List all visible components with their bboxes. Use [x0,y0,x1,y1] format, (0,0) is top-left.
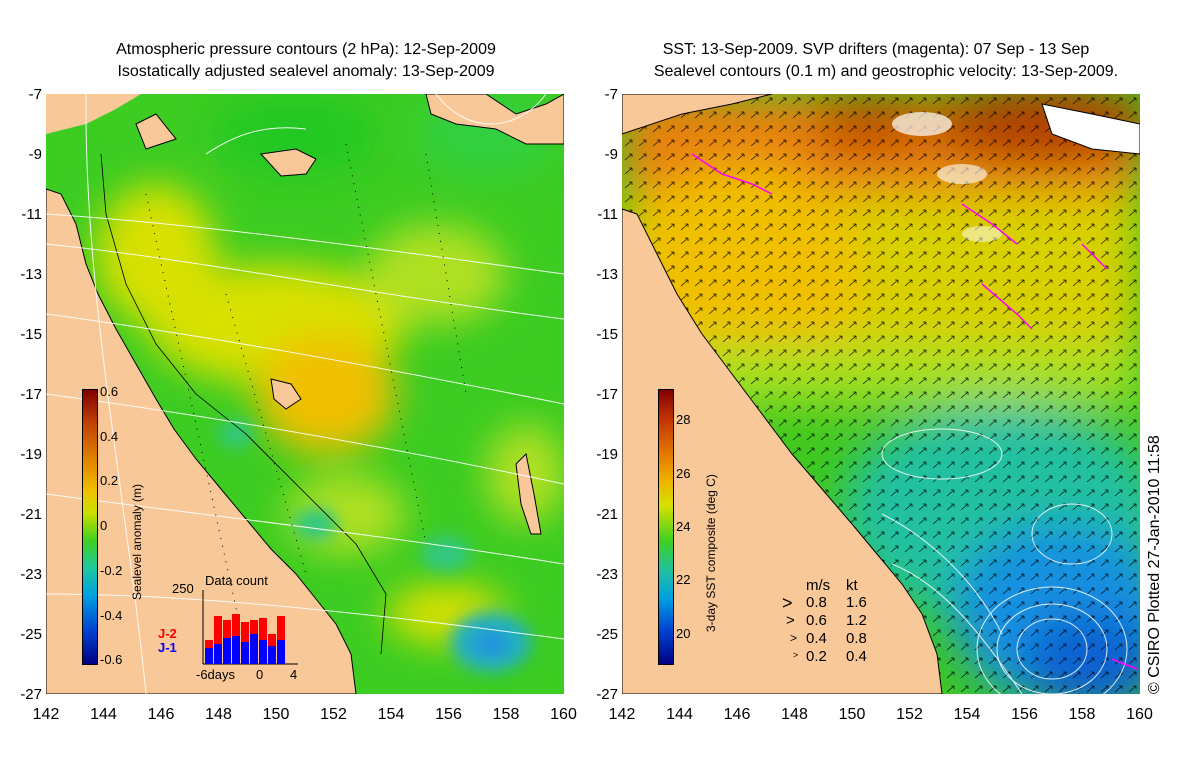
right-ytick-0: -7 [604,86,618,103]
sst-colorbar-label: 3-day SST composite (deg C) [704,474,718,632]
data-count-title: Data count [205,573,268,588]
left-map-panel [46,94,564,694]
left-xtick-3: 148 [205,706,232,723]
right-xtick-5: 152 [896,706,923,723]
right-ytick-1: -9 [604,146,618,163]
data-count-chart [202,590,298,665]
sst-cbar-tick-1: 28 [676,412,691,427]
left-title-line2: Isostatically adjusted sealevel anomaly:… [117,63,495,80]
left-xtick-7: 156 [435,706,462,723]
left-ytick-8: -23 [20,566,42,583]
legend-arrow-4: > [793,650,799,660]
data-count-ymax: 250 [172,581,194,596]
right-xtick-1: 144 [666,706,693,723]
coastline [46,94,564,694]
data-count-series1: J-2 [158,626,177,641]
svp-drifter-tracks [691,153,1138,670]
right-ytick-8: -23 [596,566,618,583]
right-xtick-7: 156 [1011,706,1038,723]
right-xtick-4: 150 [838,706,866,723]
sl-cbar-tick-3: 0.2 [100,473,119,488]
legend-header-kt: kt [846,577,858,594]
legend-ms-3: 0.4 [806,630,827,647]
legend-kt-2: 1.2 [846,612,867,629]
left-ytick-0: -7 [28,86,42,103]
legend-kt-1: 1.6 [846,594,867,611]
data-count-x1: -6days [196,667,236,682]
left-xtick-6: 154 [377,706,405,723]
left-xtick-1: 144 [90,706,117,723]
sl-cbar-tick-6: -0.4 [100,608,123,623]
legend-kt-3: 0.8 [846,630,867,647]
data-count-series2: J-1 [158,640,177,655]
ocean-field [46,94,564,694]
right-xtick-6: 154 [953,706,981,723]
right-map-panel [622,94,1140,694]
sst-cbar-tick-3: 24 [676,519,691,534]
left-ytick-1: -9 [28,146,42,163]
left-xtick-2: 146 [147,706,175,723]
right-xtick-3: 148 [781,706,808,723]
right-xtick-0: 142 [608,706,636,723]
sst-cbar-tick-5: 20 [676,626,691,641]
left-xtick-9: 160 [550,706,577,723]
right-title-line2: Sealevel contours (0.1 m) and geostrophi… [653,63,1119,80]
left-xtick-4: 150 [262,706,290,723]
sst-cbar-tick-4: 22 [676,572,691,587]
legend-ms-2: 0.6 [806,612,827,629]
sl-cbar-tick-1: 0.6 [100,384,119,399]
sealevel-colorbar [82,389,98,665]
left-ytick-3: -13 [20,266,42,283]
right-ytick-3: -13 [596,266,618,283]
right-title-line1: SST: 13-Sep-2009. SVP drifters (magenta)… [662,41,1090,58]
left-xtick-0: 142 [32,706,60,723]
right-ytick-10: -27 [596,686,618,703]
data-count-x2: 0 [256,667,264,682]
right-ytick-4: -15 [596,326,618,343]
left-title-line1: Atmospheric pressure contours (2 hPa): 1… [116,41,496,58]
sl-cbar-tick-7: -0.6 [100,652,123,667]
left-ytick-10: -27 [20,686,42,703]
left-ytick-6: -19 [20,446,42,463]
right-xtick-2: 146 [723,706,751,723]
sst-colorbar [658,389,674,665]
data-count-x3: 4 [290,667,298,682]
pressure-contours [46,94,564,694]
right-xtick-9: 160 [1126,706,1153,723]
right-xtick-8: 158 [1068,706,1096,723]
sl-cbar-tick-4: 0 [100,518,108,533]
sst-cbar-tick-2: 26 [676,466,691,481]
sl-cbar-tick-5: -0.2 [100,563,123,578]
copyright-text: © CSIRO Plotted 27-Jan-2010 11:58 [1146,435,1163,694]
left-ytick-2: -11 [21,206,42,223]
left-xtick-8: 158 [492,706,520,723]
left-xtick-5: 152 [320,706,347,723]
cloud-mask [892,112,1002,242]
left-ytick-5: -17 [20,386,42,403]
sealevel-contours [881,428,1128,694]
coastline-right [622,94,1140,694]
right-ytick-6: -19 [596,446,618,463]
sl-cbar-tick-2: 0.4 [100,429,119,444]
sealevel-colorbar-label: Sealevel anomaly (m) [130,483,144,600]
data-count-bars [205,614,285,664]
legend-arrow-1: > [782,593,793,613]
left-ytick-9: -25 [20,626,42,643]
left-ytick-7: -21 [20,506,42,523]
legend-header-ms: m/s [806,577,831,594]
legend-kt-4: 0.4 [846,648,867,665]
left-ytick-4: -15 [20,326,42,343]
right-ytick-2: -11 [597,206,618,223]
sealevel-anomaly-map [46,94,564,694]
right-ytick-5: -17 [596,386,618,403]
legend-arrow-2: > [786,612,795,629]
legend-arrow-3: > [790,631,798,645]
sst-map [622,94,1140,694]
right-ytick-9: -25 [596,626,618,643]
right-ytick-7: -21 [596,506,618,523]
legend-ms-1: 0.8 [806,594,827,611]
legend-ms-4: 0.2 [806,648,827,665]
